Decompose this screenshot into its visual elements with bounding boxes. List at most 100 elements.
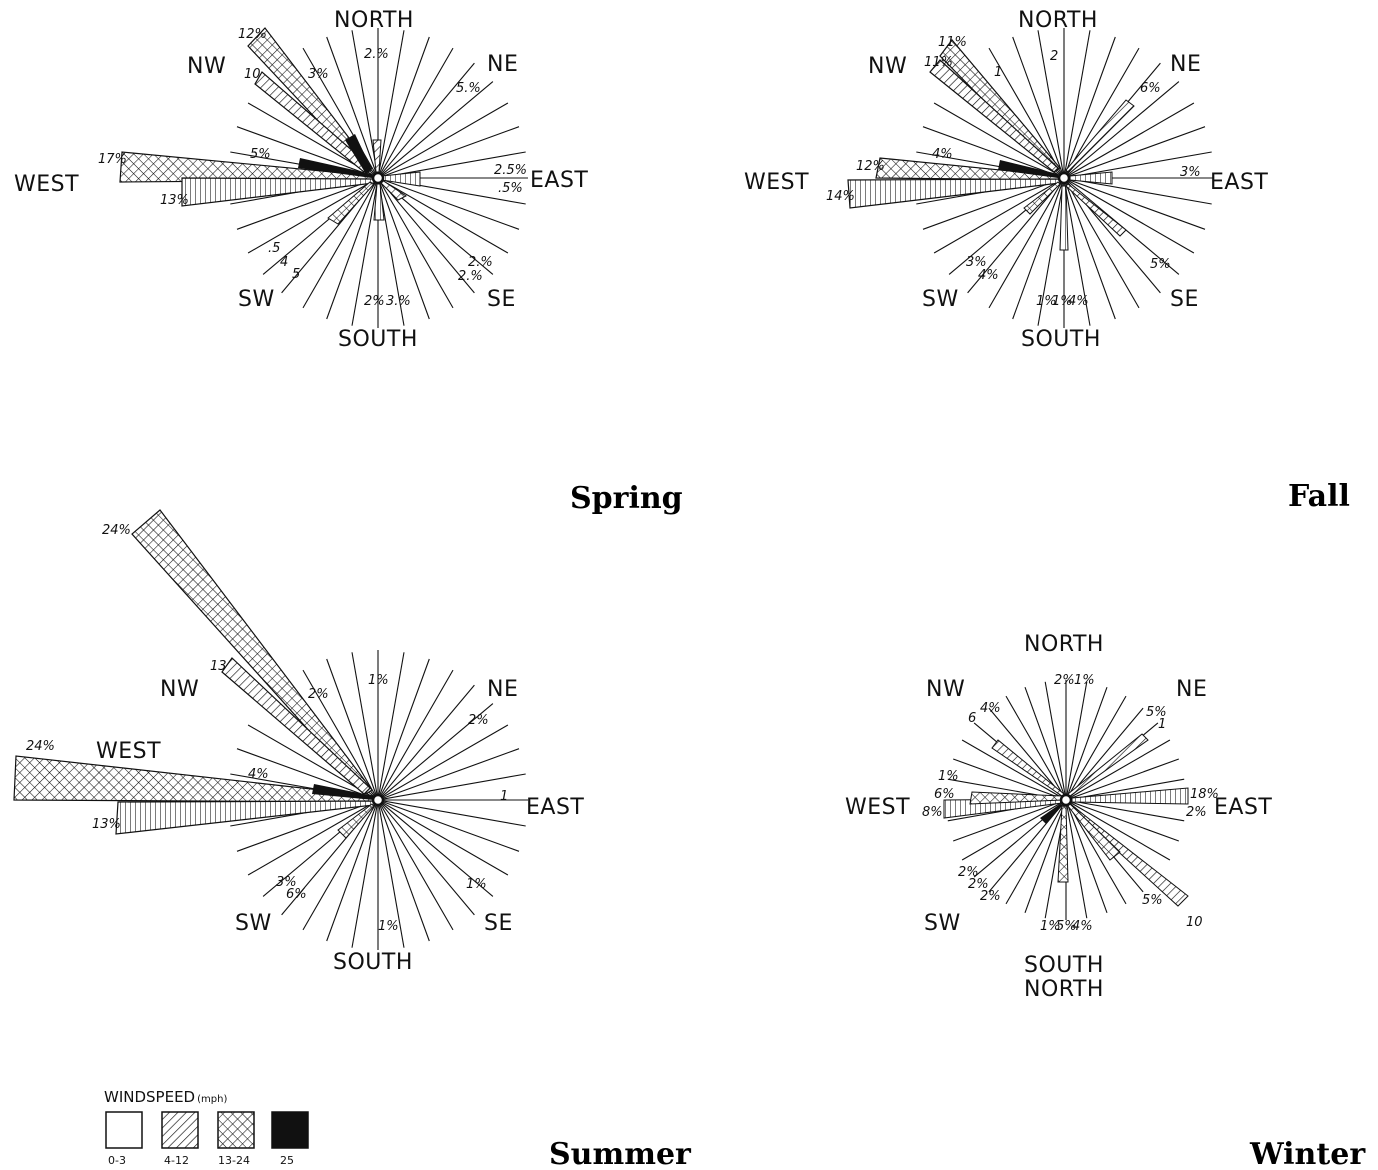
summer-label-6: 1%: [466, 877, 487, 892]
fall-se-petal: [1065, 183, 1127, 237]
compass-ray: [351, 799, 379, 948]
summer-label-0: 24%: [102, 523, 131, 538]
winter-label-18: 2%: [980, 889, 1001, 904]
spring-label-16: 5%: [250, 147, 271, 162]
rose-winter: NORTH NE EAST SOUTH NORTH SW WEST NW 2% …: [845, 632, 1366, 1170]
compass-ray: [377, 799, 475, 916]
compass-ray: [1065, 799, 1185, 822]
rose-spring: NORTH NE EAST SE SOUTH SW WEST NW 12% 10…: [14, 8, 683, 516]
legend-range-3: 25: [280, 1154, 294, 1167]
compass-ray: [1063, 151, 1212, 179]
compass-ray: [1063, 47, 1140, 179]
fall-label-14: 4%: [932, 147, 953, 162]
winter-label-2: 6: [968, 711, 976, 726]
spring-nw-label: NW: [187, 54, 226, 79]
fall-sw-label: SW: [922, 287, 959, 312]
legend-title-text: WINDSPEED: [104, 1088, 195, 1106]
winter-north-label: NORTH: [1024, 632, 1104, 657]
spring-season-title: Spring: [570, 481, 683, 516]
compass-ray: [1063, 177, 1116, 320]
fall-label-1: 11%: [924, 55, 953, 70]
spring-label-4: 5.%: [456, 81, 481, 96]
compass-ray: [988, 177, 1065, 309]
compass-ray: [1065, 799, 1171, 861]
winter-label-7: 6%: [934, 787, 955, 802]
compass-ray: [933, 177, 1065, 254]
compass-ray: [236, 748, 379, 801]
summer-label-3: 1%: [368, 673, 389, 688]
fall-south-label: SOUTH: [1021, 327, 1101, 352]
fall-east-label: EAST: [1210, 170, 1268, 195]
compass-ray: [1065, 695, 1127, 801]
fall-label-12: 12%: [856, 159, 885, 174]
compass-ray: [377, 724, 509, 801]
fall-label-13: 14%: [826, 189, 855, 204]
fall-calm-center: [1057, 171, 1071, 185]
summer-nw-label: NW: [160, 677, 199, 702]
fall-west-petal-vert: [847, 178, 1061, 209]
spring-label-12: 4: [280, 255, 288, 270]
spring-label-0: 12%: [238, 27, 267, 42]
summer-west-label: WEST: [96, 739, 161, 764]
winter-label-5: 1: [1158, 717, 1166, 732]
fall-nw-petal-inner: [929, 59, 1059, 173]
spring-sw-petal: [327, 181, 375, 225]
fall-nw-petal-outer: [939, 39, 1061, 173]
fall-sw-petal: [1023, 181, 1061, 215]
fall-label-0: 11%: [938, 35, 967, 50]
compass-ray: [377, 177, 509, 254]
compass-ray: [377, 703, 494, 801]
winter-label-15: 4%: [1072, 919, 1093, 934]
winter-se-petal-cross: [1067, 803, 1121, 861]
compass-ray: [1037, 177, 1065, 326]
spring-nw-petal-black: [345, 134, 372, 174]
compass-ray: [377, 102, 509, 179]
compass-ray: [351, 652, 379, 801]
summer-nw-petal-inner: [221, 657, 371, 795]
compass-ray: [377, 773, 526, 801]
spring-se-label: SE: [487, 287, 516, 312]
compass-ray: [377, 81, 494, 179]
compass-ray: [377, 799, 494, 897]
fall-season-title: Fall: [1288, 479, 1350, 514]
summer-south-label: SOUTH: [333, 950, 413, 975]
compass-ray: [933, 102, 1065, 179]
compass-ray: [961, 739, 1067, 801]
compass-ray: [377, 799, 430, 942]
compass-ray: [1005, 695, 1067, 801]
spring-calm-center: [371, 171, 385, 185]
winter-label-17: 2%: [968, 877, 989, 892]
winter-west-label: WEST: [845, 795, 910, 820]
fall-label-6: 5%: [1150, 257, 1171, 272]
compass-ray: [1063, 177, 1206, 230]
compass-ray: [377, 799, 405, 948]
compass-ray: [377, 684, 475, 801]
compass-ray: [967, 177, 1065, 294]
winter-south-label: SOUTH: [1024, 953, 1104, 978]
spring-label-3: 2.%: [364, 47, 389, 62]
compass-ray: [1005, 799, 1067, 905]
compass-ray: [1063, 177, 1140, 309]
rose-spring-rays: [228, 28, 528, 328]
summer-sw-petal: [337, 803, 375, 839]
compass-ray: [953, 758, 1067, 801]
compass-ray: [922, 177, 1065, 230]
summer-label-7: 1%: [378, 919, 399, 934]
spring-label-5: 2.5%: [494, 163, 527, 178]
summer-label-4: 2%: [468, 713, 489, 728]
summer-nw-petal-outer: [131, 509, 373, 795]
winter-label-12: 5%: [1142, 893, 1163, 908]
summer-label-5: 1: [500, 789, 508, 804]
compass-ray: [1065, 799, 1127, 905]
compass-ray: [1044, 681, 1067, 801]
summer-label-9: 6%: [286, 887, 307, 902]
fall-se-label: SE: [1170, 287, 1199, 312]
legend-swatch-moderate: [217, 1111, 255, 1149]
compass-ray: [1065, 799, 1108, 913]
compass-ray: [351, 177, 379, 326]
spring-label-10: 3.%: [386, 294, 411, 309]
compass-ray: [1063, 177, 1195, 254]
rose-fall-rays: [914, 28, 1214, 328]
legend-title-unit: (mph): [197, 1094, 227, 1105]
